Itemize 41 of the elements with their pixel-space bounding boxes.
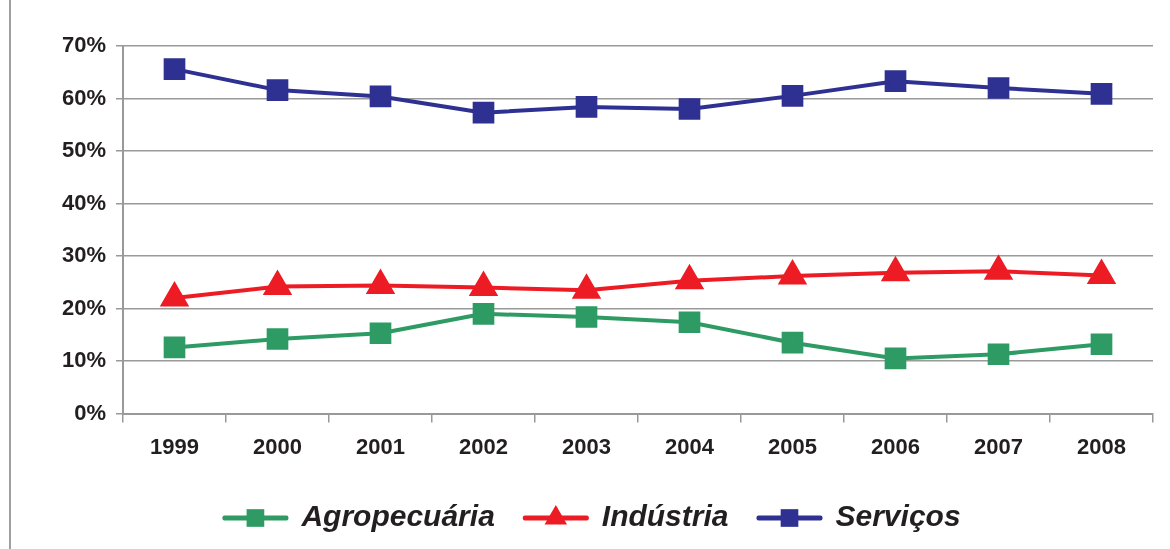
point	[1090, 82, 1113, 105]
point	[266, 328, 289, 350]
point	[1090, 333, 1113, 356]
y-tick-label: 70%	[61, 32, 106, 58]
point	[266, 79, 289, 101]
legend-label: Indústria	[601, 499, 729, 533]
x-tick-label: 2005	[768, 433, 817, 459]
point	[472, 302, 495, 325]
y-tick-label: 40%	[61, 189, 106, 215]
y-tick-label: 20%	[61, 294, 106, 320]
x-tick-label: 2002	[459, 433, 508, 459]
point	[369, 85, 392, 108]
x-tick-label: 2008	[1077, 433, 1126, 459]
point	[884, 347, 907, 370]
point	[472, 101, 495, 124]
point	[575, 96, 598, 118]
x-tick-label: 2003	[562, 433, 611, 459]
point	[575, 306, 598, 328]
x-tick-label: 2000	[253, 433, 302, 459]
point	[163, 336, 186, 359]
x-tick-label: 2006	[871, 433, 920, 459]
point	[781, 85, 804, 107]
x-tick-label: 2007	[974, 433, 1023, 459]
x-tick-label: 1999	[150, 433, 199, 459]
legend-label: Serviços	[835, 499, 961, 533]
point	[678, 311, 701, 334]
point	[987, 77, 1010, 99]
point	[163, 58, 186, 80]
y-tick-label: 60%	[61, 84, 106, 110]
point	[369, 322, 392, 345]
y-tick-label: 0%	[74, 399, 106, 425]
point	[781, 331, 804, 354]
y-tick-label: 50%	[61, 137, 106, 163]
point	[678, 98, 701, 120]
x-tick-label: 2001	[356, 433, 405, 459]
y-tick-label: 10%	[61, 347, 106, 373]
point	[987, 343, 1010, 366]
legend-label: Agropecuária	[300, 499, 495, 533]
x-tick-label: 2004	[665, 433, 715, 459]
point	[884, 70, 907, 93]
y-tick-label: 30%	[61, 242, 106, 268]
